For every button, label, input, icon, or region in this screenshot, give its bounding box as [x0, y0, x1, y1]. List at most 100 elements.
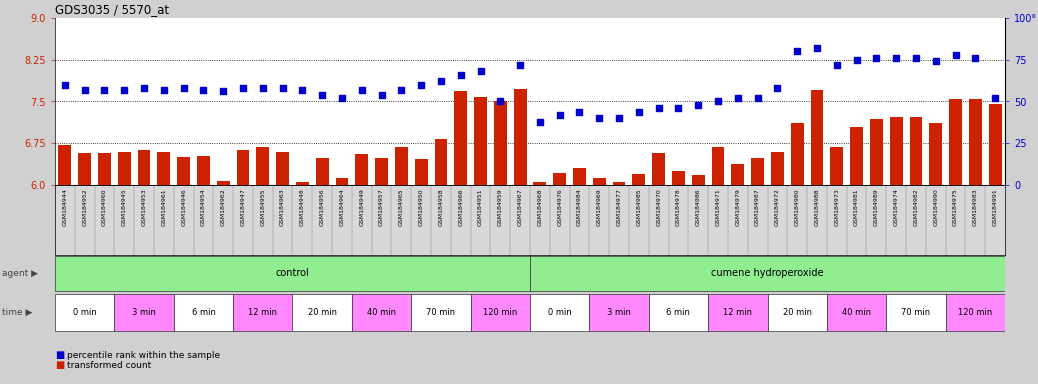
Bar — [296, 182, 309, 185]
Bar — [217, 180, 229, 185]
Bar — [811, 90, 823, 185]
Point — [77, 87, 93, 93]
Point — [195, 87, 212, 93]
Point — [651, 105, 667, 111]
Bar — [335, 178, 349, 185]
Point — [531, 119, 548, 125]
Point — [156, 87, 172, 93]
Bar — [553, 173, 566, 185]
Point — [948, 52, 964, 58]
Text: GSM184953: GSM184953 — [141, 189, 146, 226]
Text: GSM184962: GSM184962 — [221, 189, 225, 226]
Text: percentile rank within the sample: percentile rank within the sample — [67, 351, 220, 359]
Text: GSM184977: GSM184977 — [617, 189, 622, 227]
Point — [235, 85, 251, 91]
Bar — [177, 157, 190, 185]
Point — [393, 87, 410, 93]
Text: GSM184948: GSM184948 — [300, 189, 305, 226]
Text: GSM184972: GSM184972 — [775, 189, 780, 227]
Bar — [55, 294, 114, 331]
Bar — [455, 91, 467, 185]
Bar — [118, 152, 131, 185]
Bar — [590, 294, 649, 331]
Text: 40 min: 40 min — [367, 308, 397, 317]
Point — [769, 85, 786, 91]
Text: GSM184944: GSM184944 — [62, 189, 67, 227]
Text: GSM184986: GSM184986 — [695, 189, 701, 226]
Bar — [870, 119, 882, 185]
Bar — [58, 145, 72, 185]
Text: GSM184961: GSM184961 — [161, 189, 166, 226]
Point — [453, 72, 469, 78]
Bar — [890, 117, 903, 185]
Text: GSM184947: GSM184947 — [241, 189, 246, 227]
Point — [512, 62, 528, 68]
Bar — [234, 294, 293, 331]
Text: 0 min: 0 min — [73, 308, 97, 317]
Bar — [470, 294, 530, 331]
Text: GSM184955: GSM184955 — [261, 189, 266, 226]
Point — [551, 112, 568, 118]
Text: GSM184963: GSM184963 — [280, 189, 285, 226]
Text: GSM184957: GSM184957 — [379, 189, 384, 226]
Bar — [514, 89, 526, 185]
Bar — [530, 256, 1005, 291]
Bar — [909, 117, 923, 185]
Bar — [316, 158, 329, 185]
Point — [630, 108, 647, 114]
Point — [472, 68, 489, 74]
Text: 120 min: 120 min — [958, 308, 992, 317]
Text: 12 min: 12 min — [723, 308, 753, 317]
Text: 120 min: 120 min — [483, 308, 517, 317]
Bar — [691, 175, 705, 185]
Bar — [712, 147, 725, 185]
Text: GSM184981: GSM184981 — [854, 189, 859, 226]
Bar — [946, 294, 1005, 331]
Text: GSM184983: GSM184983 — [973, 189, 978, 226]
Text: GSM184991: GSM184991 — [992, 189, 998, 226]
Point — [610, 115, 627, 121]
Point — [57, 82, 74, 88]
Text: GSM184974: GSM184974 — [894, 189, 899, 227]
Point — [730, 95, 746, 101]
Point — [116, 87, 133, 93]
Text: GDS3035 / 5570_at: GDS3035 / 5570_at — [55, 3, 169, 16]
Point — [313, 92, 330, 98]
Bar — [830, 147, 843, 185]
Bar — [791, 122, 803, 185]
Text: GSM184980: GSM184980 — [795, 189, 799, 226]
Point — [868, 55, 884, 61]
Text: GSM184958: GSM184958 — [438, 189, 443, 226]
Bar — [173, 294, 234, 331]
Text: GSM184969: GSM184969 — [597, 189, 602, 226]
Text: GSM184987: GSM184987 — [755, 189, 760, 226]
Text: GSM184956: GSM184956 — [320, 189, 325, 226]
Text: 40 min: 40 min — [842, 308, 871, 317]
Bar — [767, 294, 827, 331]
Point — [571, 108, 588, 114]
Text: GSM184985: GSM184985 — [636, 189, 641, 226]
Text: GSM184990: GSM184990 — [933, 189, 938, 226]
Point — [809, 45, 825, 51]
Bar — [968, 99, 982, 185]
Bar — [293, 294, 352, 331]
Bar — [375, 158, 388, 185]
Point — [828, 62, 845, 68]
Text: GSM184960: GSM184960 — [102, 189, 107, 226]
Text: GSM184966: GSM184966 — [458, 189, 463, 226]
Text: GSM184982: GSM184982 — [913, 189, 919, 226]
Point — [374, 92, 390, 98]
Point — [175, 85, 192, 91]
Point — [848, 57, 865, 63]
Text: 3 min: 3 min — [607, 308, 631, 317]
Point — [987, 95, 1004, 101]
Point — [967, 55, 984, 61]
Point — [690, 102, 707, 108]
Bar — [732, 164, 744, 185]
Bar — [256, 147, 269, 185]
Bar — [886, 294, 946, 331]
Bar — [827, 294, 886, 331]
Point — [354, 87, 371, 93]
Bar — [771, 152, 784, 185]
Bar — [612, 182, 626, 185]
